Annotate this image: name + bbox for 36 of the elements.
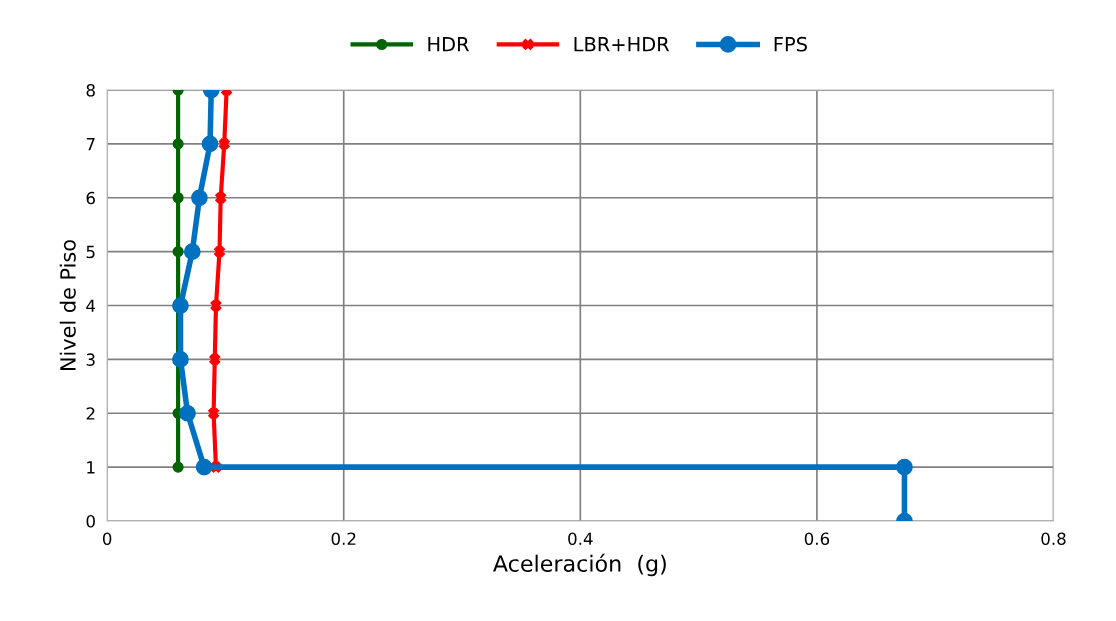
point <box>183 243 201 260</box>
y-tick-label: 4 <box>86 299 96 312</box>
x-tick-label: 0.4 <box>568 532 593 546</box>
point <box>172 351 189 368</box>
point <box>213 246 226 258</box>
y-tick-label: 1 <box>87 461 95 474</box>
y-tick-label: 8 <box>86 84 95 97</box>
x-tick-label: 0.6 <box>804 532 830 546</box>
point <box>172 246 184 258</box>
legend-label: HDR <box>428 37 470 52</box>
x-tick-label: 0.8 <box>1041 532 1066 546</box>
y-tick-label: 0 <box>86 514 95 528</box>
point <box>191 189 208 207</box>
point <box>201 135 219 153</box>
point <box>172 138 184 150</box>
point <box>179 404 196 422</box>
point <box>172 297 189 314</box>
point <box>215 192 227 204</box>
x-axis-title: Aceleración (g) <box>493 553 666 577</box>
x-tick-label: 0.2 <box>331 532 356 546</box>
legend-label: FPS <box>774 36 807 52</box>
y-tick-label: 7 <box>86 138 95 151</box>
point <box>172 461 184 473</box>
x-tick-label: 0 <box>102 532 112 546</box>
point <box>218 138 230 150</box>
y-tick-label: 5 <box>86 245 95 259</box>
point <box>209 353 221 365</box>
y-axis-title: Nivel de Piso <box>59 240 76 371</box>
point <box>172 192 184 204</box>
point <box>896 458 913 476</box>
point <box>208 407 220 419</box>
point <box>195 458 213 476</box>
legend-label: LBR+HDR <box>574 37 670 52</box>
y-tick-label: 2 <box>86 407 95 420</box>
y-tick-label: 3 <box>86 353 95 366</box>
y-tick-label: 6 <box>86 191 95 205</box>
